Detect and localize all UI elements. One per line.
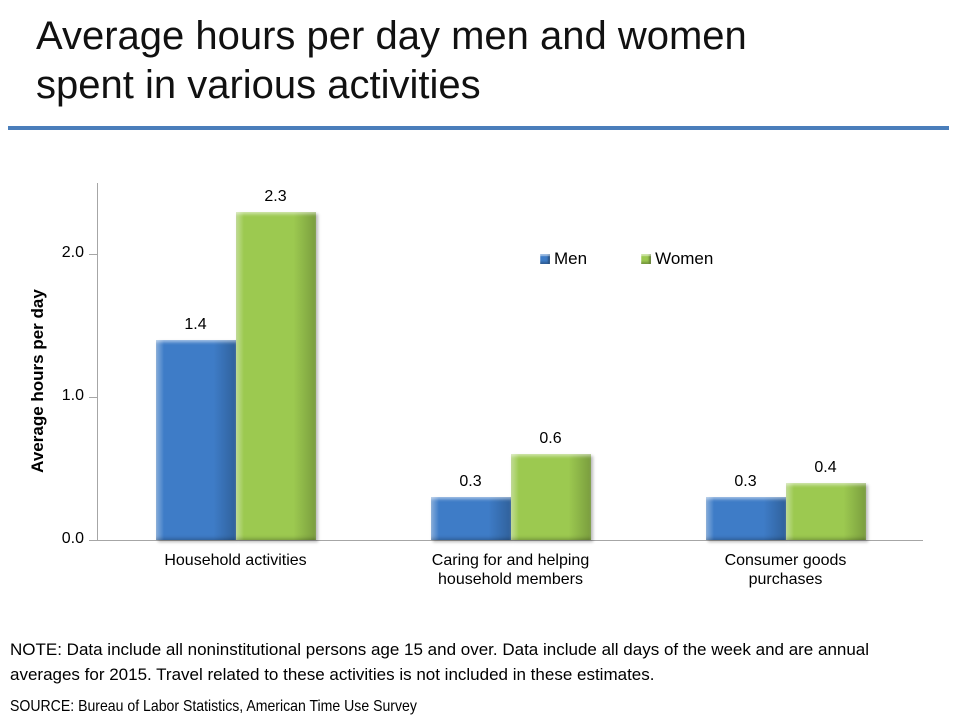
bar-value-label: 0.4	[814, 458, 837, 476]
bar-women	[235, 211, 316, 540]
y-axis-tick	[89, 396, 98, 398]
legend-label: Men	[554, 249, 588, 268]
legend-swatch-icon	[641, 254, 652, 264]
bar-men	[430, 497, 511, 540]
legend-label: Women	[655, 249, 714, 268]
category-label: Household activities	[164, 552, 307, 569]
plot-area: 0.0 1.0 2.0 1.4 2.3 Household activities 0.3 0.…	[62, 183, 923, 588]
bar-men	[155, 340, 236, 540]
bar-value-label: 0.3	[459, 473, 482, 491]
page-title: Average hours per day men and women spen…	[36, 12, 747, 110]
y-axis-tick-label: 0.0	[61, 530, 84, 547]
category-label: Caring for and helping household members	[431, 552, 590, 588]
legend-swatch-icon	[540, 254, 550, 264]
source-text: SOURCE: Bureau of Labor Statistics, Amer…	[10, 698, 417, 715]
y-axis-tick-label: 2.0	[61, 244, 84, 262]
category-axis: Consumer goods purchases	[98, 540, 923, 590]
title-divider	[8, 126, 949, 130]
page-title-line2: spent in various activities	[36, 63, 481, 107]
y-axis-tick	[89, 539, 98, 541]
bar-women	[785, 482, 866, 540]
legend-item: Men	[540, 249, 587, 269]
legend-item: Women	[641, 249, 713, 269]
category-label: Consumer goods purchases	[724, 552, 847, 588]
y-axis-tick	[89, 253, 98, 255]
y-axis-tick-label: 1.0	[61, 387, 84, 405]
bar-men	[705, 497, 786, 540]
bar-value-label: 1.4	[184, 316, 207, 334]
bar-value-label: 0.3	[734, 473, 757, 491]
category-axis: Household activities	[98, 540, 923, 590]
page-title-line1: Average hours per day men and women	[36, 14, 747, 58]
bar-value-label: 0.6	[539, 430, 562, 448]
note-text: NOTE: Data include all noninstitutional …	[10, 640, 870, 684]
category-axis: Caring for and helping household members	[98, 540, 923, 590]
bar-women	[510, 454, 591, 540]
legend: Men Women	[540, 249, 713, 269]
bar-value-label: 2.3	[264, 187, 287, 205]
